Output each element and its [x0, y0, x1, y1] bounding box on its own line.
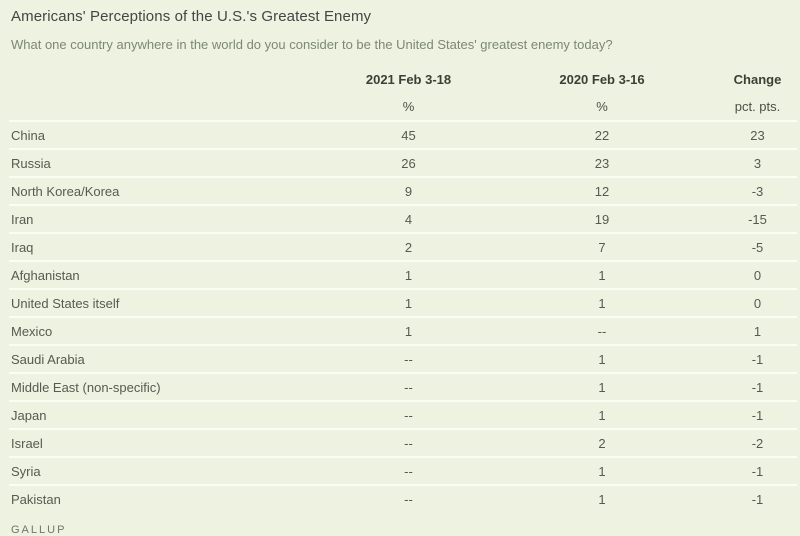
row-change: -1 [751, 491, 764, 507]
row-country: Pakistan [11, 491, 61, 507]
row-country: China [9, 121, 331, 150]
row-change: -2 [718, 429, 797, 458]
row-value-2020: 1 [486, 401, 718, 430]
row-change: 3 [718, 149, 797, 178]
row-country: North Korea/Korea [9, 177, 331, 206]
row-value-2020: 12 [486, 177, 718, 206]
table-row: Iran 4 19 -15 [9, 205, 797, 234]
row-value-2020: 7 [486, 233, 718, 262]
table-row: North Korea/Korea 9 12 -3 [9, 177, 797, 206]
header-2021: 2021 Feb 3-18 [365, 72, 452, 87]
table-row: Japan -- 1 -1 [9, 401, 797, 430]
enemy-perception-table: 2021 Feb 3-18 2020 Feb 3-16 Change % % p… [9, 66, 797, 512]
row-country: United States itself [9, 289, 331, 318]
row-value-2021: -- [404, 491, 413, 507]
unit-change: pct. pts. [718, 93, 797, 122]
row-value-2021: 4 [331, 205, 486, 234]
table-row: Middle East (non-specific) -- 1 -1 [9, 373, 797, 402]
row-country: Japan [9, 401, 331, 430]
header-2020: 2020 Feb 3-16 [559, 72, 645, 87]
gallup-brand-label: GALLUP [11, 524, 67, 536]
table-row: China 45 22 23 [9, 121, 797, 150]
row-change: 23 [718, 121, 797, 150]
table-row: Israel -- 2 -2 [9, 429, 797, 458]
row-change: -5 [718, 233, 797, 262]
row-value-2021: 1 [331, 317, 486, 346]
row-change: -1 [718, 401, 797, 430]
row-value-2021: 1 [331, 261, 486, 290]
header-row-dates: 2021 Feb 3-18 2020 Feb 3-16 Change [9, 66, 797, 93]
row-value-2020: -- [486, 317, 718, 346]
table-header: 2021 Feb 3-18 2020 Feb 3-16 Change % % p… [9, 66, 797, 122]
unit-country-blank [9, 93, 331, 122]
row-value-2020: 1 [486, 457, 718, 486]
unit-2021: % [331, 93, 486, 122]
row-change: -1 [718, 373, 797, 402]
row-change: -15 [718, 205, 797, 234]
survey-question: What one country anywhere in the world d… [11, 37, 613, 52]
row-country: Israel [9, 429, 331, 458]
header-change: Change [733, 72, 782, 87]
row-value-2020: 1 [486, 289, 718, 318]
table-body: China 45 22 23 Russia 26 23 3 North Korea/Korea 9… [9, 121, 797, 512]
row-value-2021: -- [331, 401, 486, 430]
table-row: Russia 26 23 3 [9, 149, 797, 178]
row-value-2020: 23 [486, 149, 718, 178]
row-country: Russia [9, 149, 331, 178]
table-row: Iraq 2 7 -5 [9, 233, 797, 262]
row-value-2020: 1 [486, 261, 718, 290]
row-value-2021: 2 [331, 233, 486, 262]
table-row: Afghanistan 1 1 0 [9, 261, 797, 290]
row-value-2021: 1 [331, 289, 486, 318]
row-country: Saudi Arabia [9, 345, 331, 374]
row-value-2021: -- [331, 429, 486, 458]
row-value-2021: -- [331, 457, 486, 486]
row-country: Syria [9, 457, 331, 486]
row-change: 0 [718, 261, 797, 290]
row-value-2020: 22 [486, 121, 718, 150]
row-value-2020: 1 [486, 345, 718, 374]
header-country-blank [9, 66, 331, 93]
row-change: -1 [718, 457, 797, 486]
unit-2020: % [486, 93, 718, 122]
page-title: Americans' Perceptions of the U.S.'s Gre… [11, 8, 372, 25]
row-value-2021: -- [331, 345, 486, 374]
table-row: Pakistan -- 1 -1 [9, 485, 797, 512]
table-row: United States itself 1 1 0 [9, 289, 797, 318]
table-row: Syria -- 1 -1 [9, 457, 797, 486]
row-country: Mexico [9, 317, 331, 346]
row-change: 0 [718, 289, 797, 318]
row-country: Afghanistan [9, 261, 331, 290]
row-value-2021: -- [331, 373, 486, 402]
row-value-2020: 19 [486, 205, 718, 234]
row-value-2020: 1 [598, 491, 606, 507]
row-value-2021: 9 [331, 177, 486, 206]
header-row-units: % % pct. pts. [9, 93, 797, 122]
row-value-2021: 45 [331, 121, 486, 150]
table-row: Saudi Arabia -- 1 -1 [9, 345, 797, 374]
table-row: Mexico 1 -- 1 [9, 317, 797, 346]
row-change: -1 [718, 345, 797, 374]
row-change: -3 [718, 177, 797, 206]
row-country: Iraq [9, 233, 331, 262]
row-value-2020: 1 [486, 373, 718, 402]
row-change: 1 [718, 317, 797, 346]
row-value-2020: 2 [486, 429, 718, 458]
row-country: Iran [9, 205, 331, 234]
row-value-2021: 26 [331, 149, 486, 178]
row-country: Middle East (non-specific) [9, 373, 331, 402]
